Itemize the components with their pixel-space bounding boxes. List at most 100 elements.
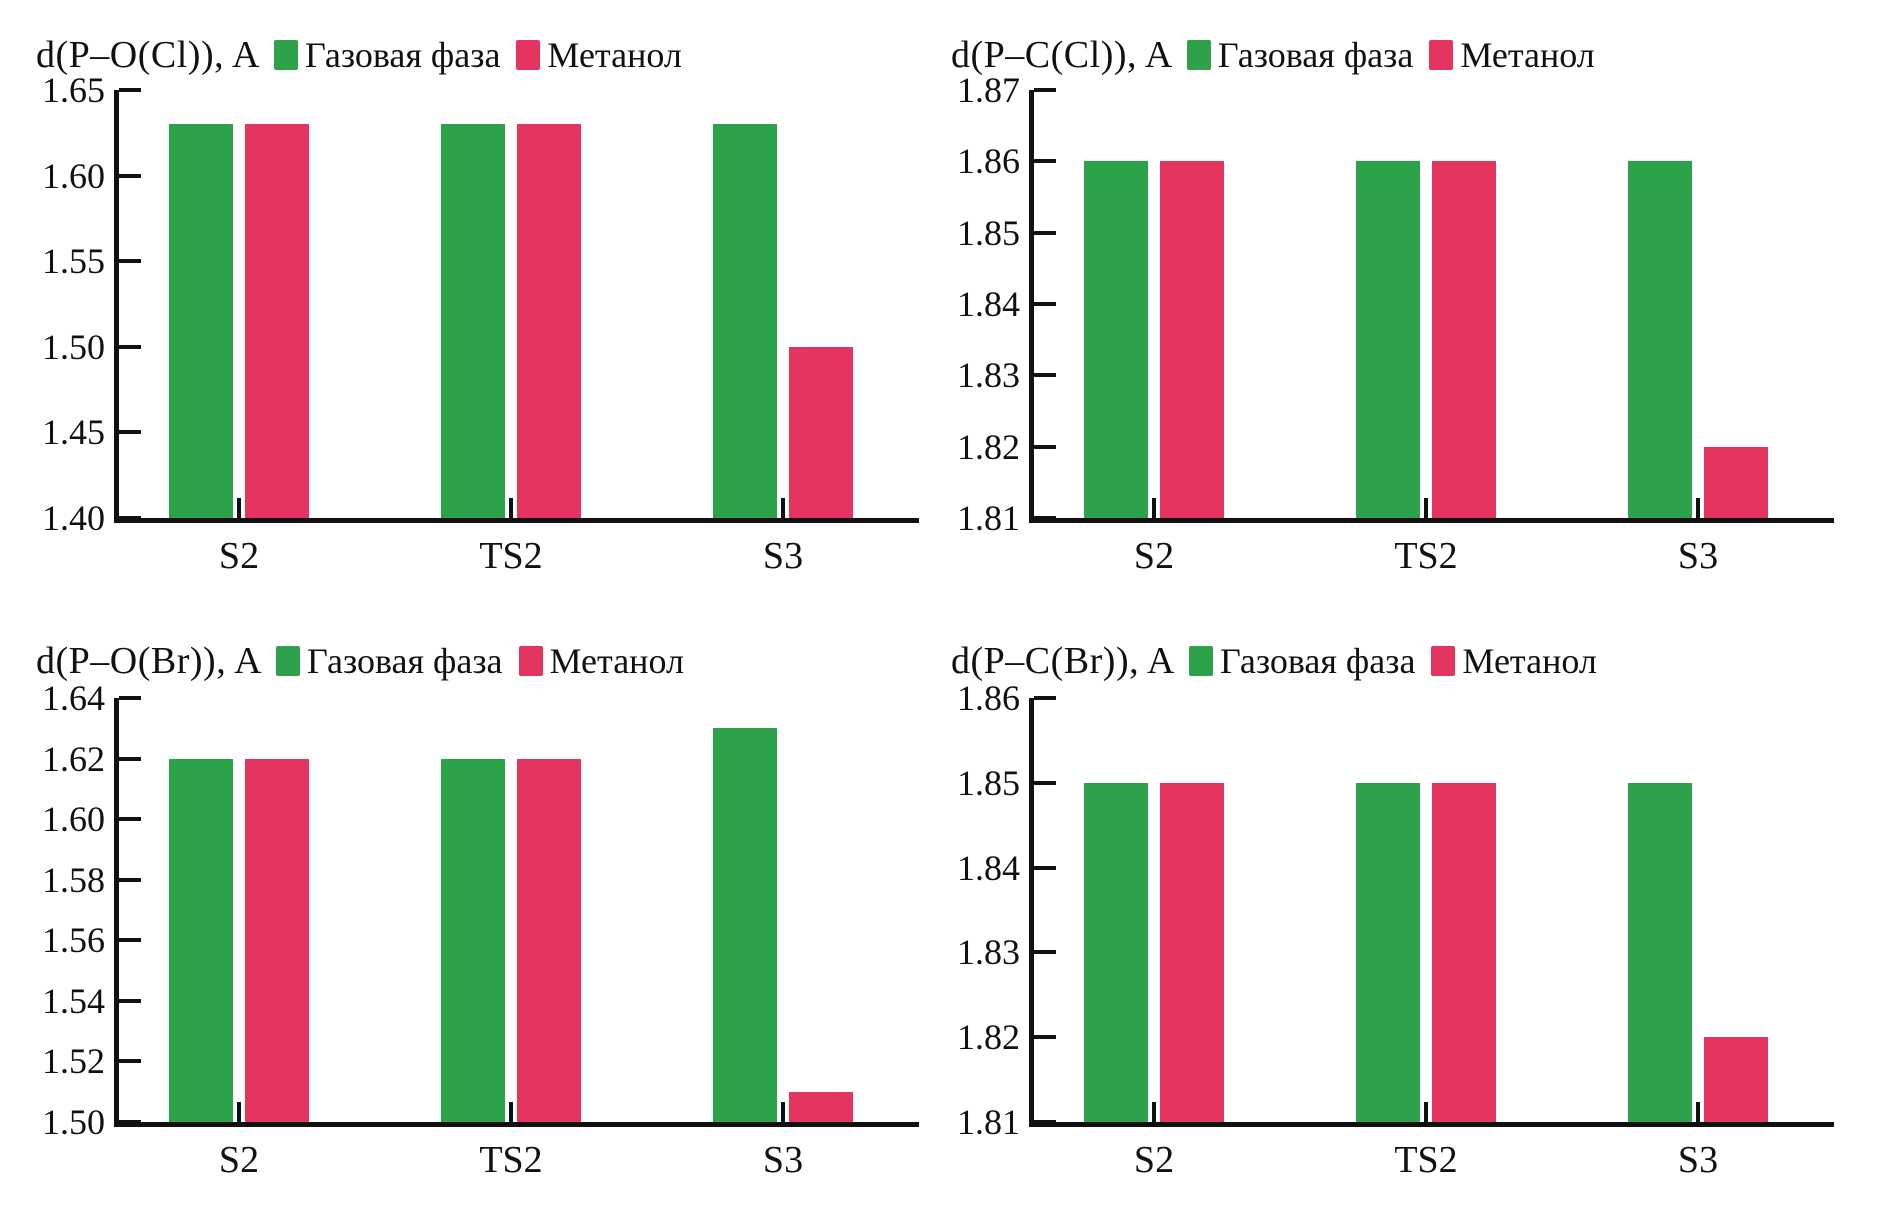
- x-axis-tick: [237, 498, 241, 518]
- y-axis-tick: [119, 259, 141, 264]
- plot-area: 1.86 1.85 1.84 1.83 1.82 1.81 S2 TS2 S3: [957, 680, 1834, 1180]
- y-axis-tick-label: 1.55: [42, 241, 105, 282]
- bar-gas-phase-S2: [1084, 782, 1148, 1122]
- y-axis-tick-label: 1.84: [957, 847, 1020, 888]
- y-axis-tick-label: 1.64: [42, 678, 105, 718]
- bar-methanol-S3: [1704, 1037, 1768, 1122]
- y-axis-tick: [1034, 780, 1056, 785]
- y-axis-tick: [1034, 950, 1056, 955]
- legend-swatch-gas-phase-icon: [1188, 646, 1213, 676]
- y-axis-tick: [119, 516, 141, 520]
- x-axis-tick: [509, 1102, 513, 1122]
- x-axis-category-label: S3: [762, 535, 804, 577]
- legend-item-methanol: Метанол: [1431, 640, 1597, 682]
- legend-label-gas-phase: Газовая фаза: [307, 641, 503, 681]
- y-axis-tick: [119, 998, 141, 1003]
- y-axis-tick-label: 1.85: [957, 212, 1020, 253]
- legend-item-methanol: Метанол: [516, 34, 682, 76]
- y-axis-tick: [1034, 444, 1056, 449]
- chart-title: d(P–C(Br)), A: [951, 640, 1175, 682]
- legend-item-methanol: Метанол: [518, 640, 684, 682]
- legend-label-methanol: Метанол: [1460, 35, 1595, 75]
- y-axis-tick: [1034, 865, 1056, 870]
- y-axis-tick: [1034, 1035, 1056, 1040]
- y-axis-tick: [119, 1059, 141, 1064]
- y-axis-tick-label: 1.86: [957, 678, 1020, 718]
- y-axis-tick-label: 1.50: [42, 1102, 105, 1142]
- y-axis-tick-label: 1.81: [957, 498, 1020, 538]
- plot-area: 1.65 1.60 1.55 1.50 1.45 1.40 S2 TS2 S3: [42, 72, 919, 576]
- chart-panel-p-c-br: d(P–C(Br)), A Газовая фаза Метанол 1.86 1…: [945, 612, 1855, 1204]
- legend-swatch-gas-phase-icon: [273, 40, 298, 70]
- y-axis-tick-label: 1.45: [42, 412, 105, 453]
- legend-item-gas-phase: Газовая фаза: [276, 640, 503, 682]
- y-axis-tick-label: 1.82: [957, 426, 1020, 467]
- legend-swatch-methanol-icon: [1431, 646, 1456, 676]
- y-axis-tick-label: 1.54: [42, 980, 105, 1021]
- x-axis-category-label: TS2: [479, 535, 543, 577]
- y-axis-tick: [119, 344, 141, 349]
- chart-panel-p-c-cl: d(P–C(Cl)), A Газовая фаза Метанол 1.87 1…: [945, 14, 1855, 606]
- y-axis-tick-label: 1.65: [42, 70, 105, 110]
- bar-gas-phase-TS2: [1356, 161, 1420, 518]
- bar-gas-phase-TS2: [1356, 782, 1420, 1122]
- legend-label-gas-phase: Газовая фаза: [304, 35, 501, 75]
- x-axis-category-label: S3: [1677, 1139, 1719, 1181]
- chart-panel-p-o-cl: d(P–O(Cl)), A Газовая фаза Метанол 1.65 1…: [30, 14, 940, 606]
- y-axis-tick: [119, 817, 141, 822]
- y-axis-tick-label: 1.62: [42, 738, 105, 779]
- bar-gas-phase-S2: [169, 124, 233, 518]
- chart-panel-p-o-br: d(P–O(Br)), A Газовая фаза Метанол 1.64 1…: [30, 612, 940, 1204]
- bar-gas-phase-S3: [713, 124, 777, 518]
- legend: Газовая фаза Метанол: [1186, 34, 1611, 76]
- legend: Газовая фаза Метанол: [273, 34, 698, 76]
- plot-area: 1.87 1.86 1.85 1.84 1.83 1.82 1.81 S2 TS2 S3: [957, 72, 1834, 576]
- y-axis-tick: [119, 88, 141, 92]
- bar-methanol-S2: [1160, 782, 1224, 1122]
- legend-label-methanol: Метанол: [549, 641, 684, 681]
- y-axis-tick-label: 1.85: [957, 762, 1020, 803]
- x-axis-category-label: S2: [218, 535, 260, 577]
- y-axis-tick: [1034, 373, 1056, 378]
- x-axis-tick: [1424, 498, 1428, 518]
- bar-gas-phase-S2: [169, 758, 233, 1122]
- legend-swatch-gas-phase-icon: [1186, 40, 1211, 70]
- y-axis-tick-label: 1.60: [42, 799, 105, 840]
- y-axis-tick-label: 1.83: [957, 355, 1020, 396]
- x-axis-category-label: S2: [1133, 535, 1175, 577]
- y-axis-tick: [119, 430, 141, 435]
- y-axis-tick: [1034, 1120, 1056, 1124]
- x-axis-category-label: S2: [218, 1139, 260, 1181]
- chart-title: d(P–O(Cl)), A: [36, 34, 260, 76]
- chart-title: d(P–O(Br)), A: [36, 640, 263, 682]
- y-axis-tick: [119, 696, 141, 700]
- bar-methanol-TS2: [517, 124, 581, 518]
- y-axis-tick: [1034, 696, 1056, 700]
- y-axis-tick-label: 1.50: [42, 326, 105, 367]
- y-axis-tick: [1034, 88, 1056, 92]
- x-axis-tick: [509, 498, 513, 518]
- x-axis-tick: [1152, 1102, 1156, 1122]
- x-axis-tick: [1696, 1102, 1700, 1122]
- bar-gas-phase-TS2: [441, 124, 505, 518]
- legend-label-gas-phase: Газовая фаза: [1217, 35, 1414, 75]
- bar-gas-phase-S2: [1084, 161, 1148, 518]
- bar-methanol-S3: [789, 1091, 853, 1122]
- y-axis-tick: [119, 877, 141, 882]
- x-axis-tick: [1152, 498, 1156, 518]
- legend: Газовая фаза Метанол: [1188, 640, 1613, 682]
- x-axis-category-label: TS2: [1394, 535, 1458, 577]
- bar-methanol-TS2: [1432, 161, 1496, 518]
- y-axis-tick: [119, 938, 141, 943]
- x-axis-category-label: S3: [1677, 535, 1719, 577]
- legend-label-methanol: Метанол: [547, 35, 682, 75]
- x-axis-category-label: TS2: [479, 1139, 543, 1181]
- legend-swatch-methanol-icon: [1429, 40, 1454, 70]
- bar-methanol-S3: [1704, 446, 1768, 518]
- y-axis-tick-label: 1.87: [957, 70, 1020, 110]
- legend-label-methanol: Метанол: [1462, 641, 1597, 681]
- y-axis-tick-label: 1.40: [42, 498, 105, 538]
- legend-item-gas-phase: Газовая фаза: [1188, 640, 1415, 682]
- y-axis-tick: [1034, 159, 1056, 164]
- chart-header: d(P–O(Br)), A Газовая фаза Метанол: [36, 636, 700, 686]
